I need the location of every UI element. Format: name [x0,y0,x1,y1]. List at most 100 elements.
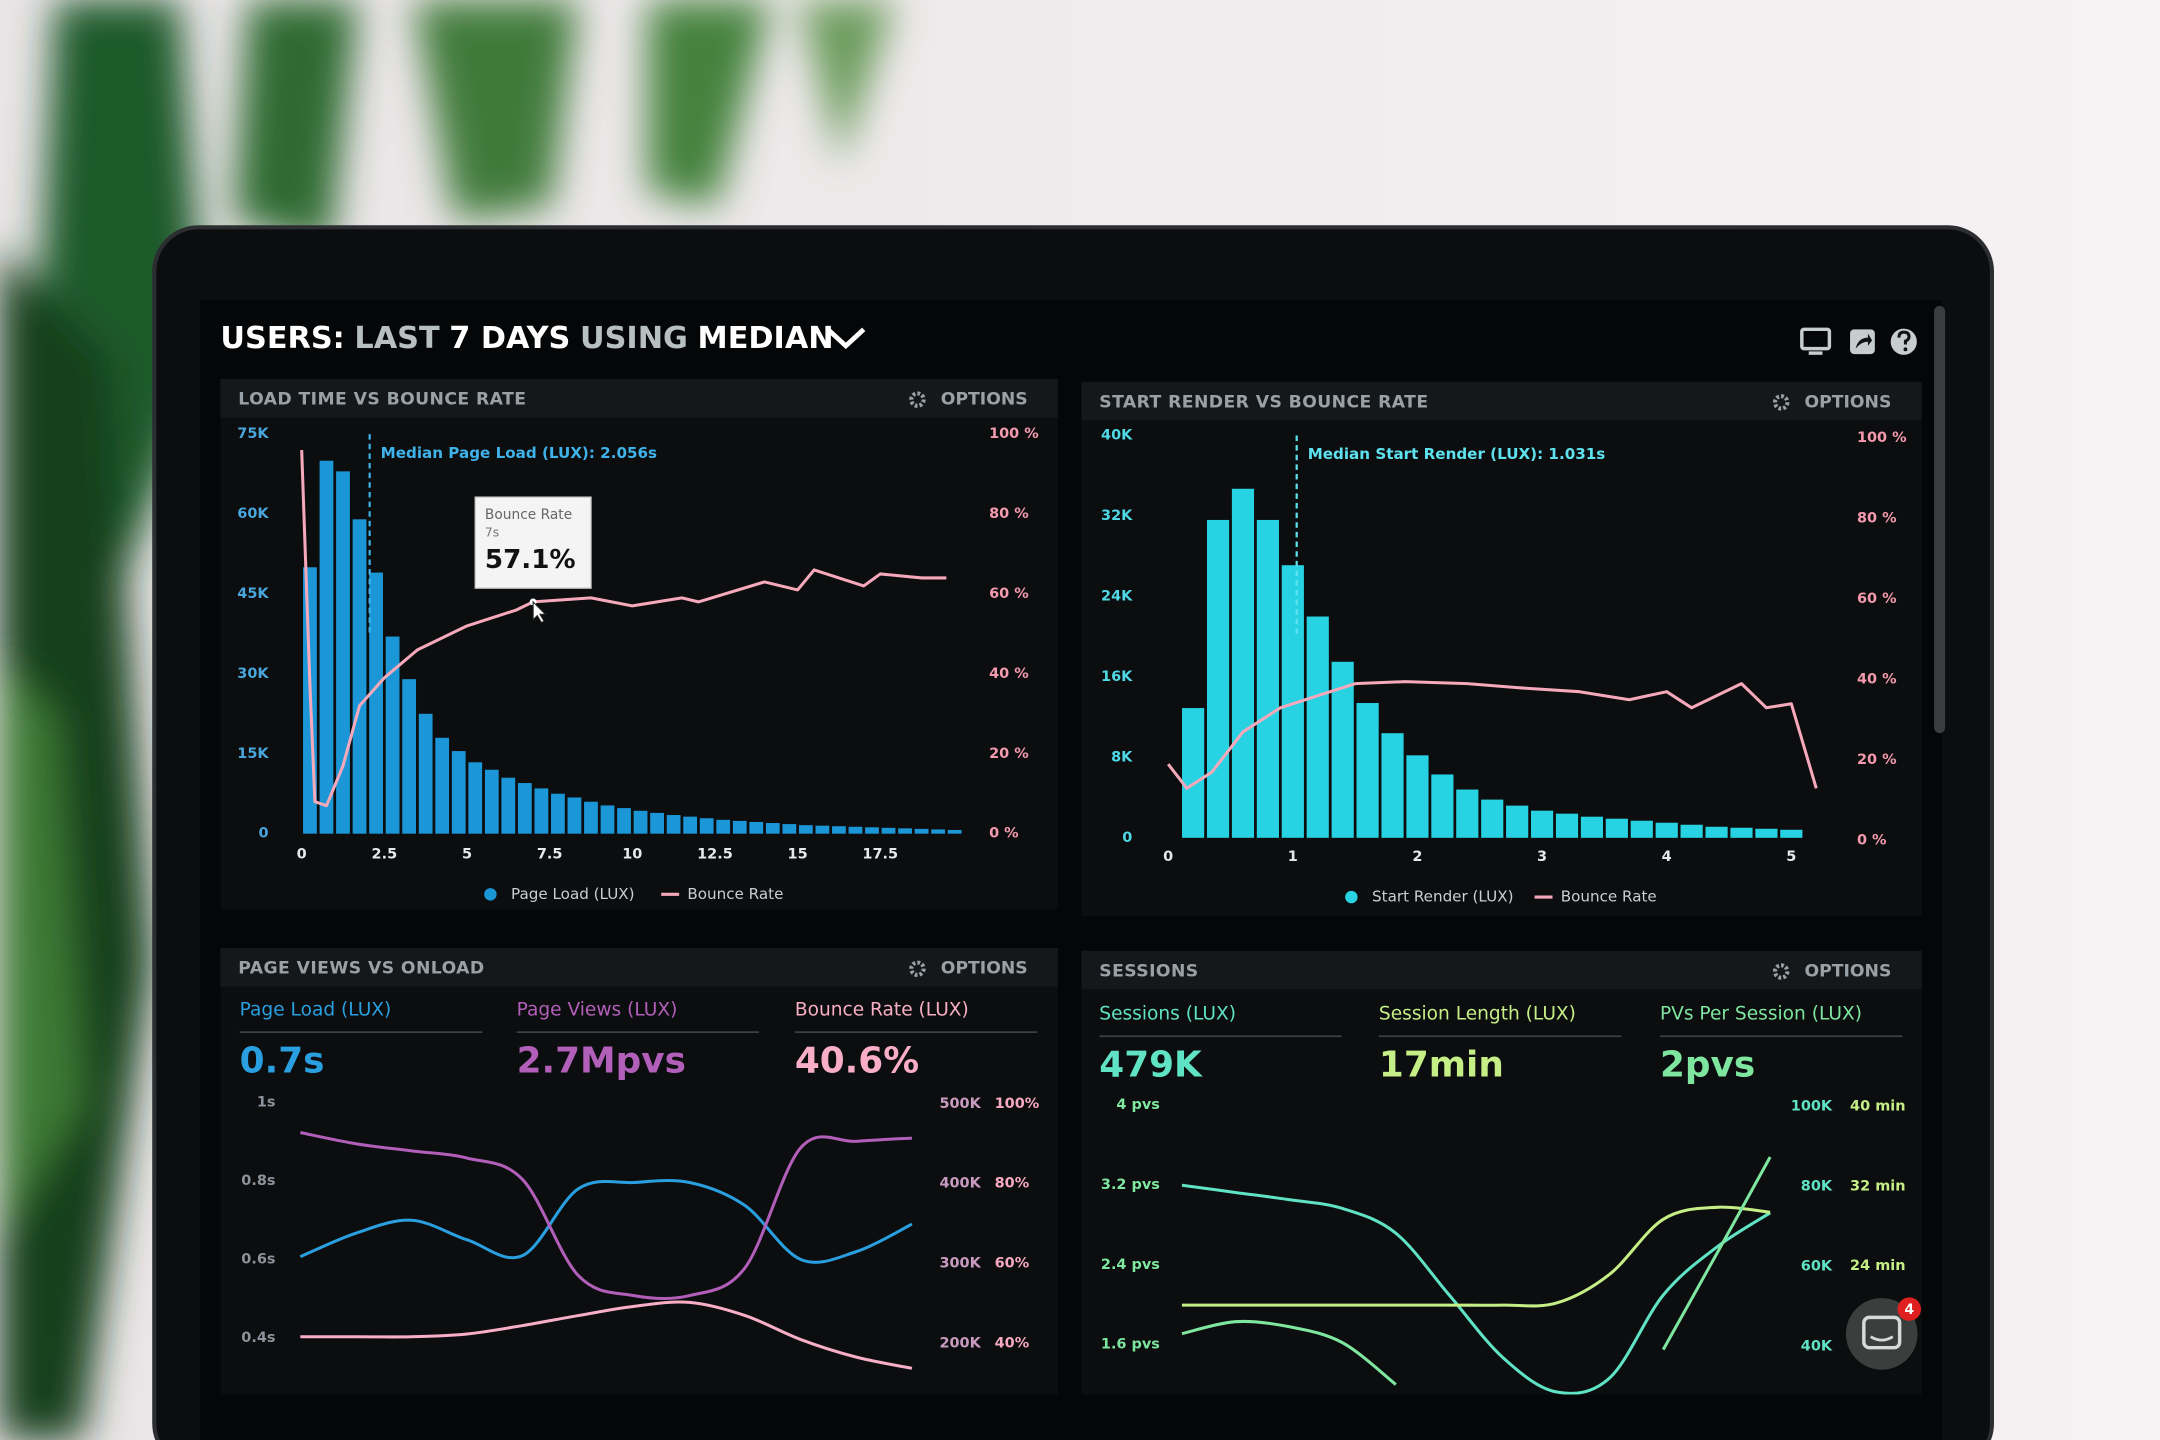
histogram-bar [1456,789,1479,838]
x-tick-label: 15 [788,846,808,862]
y2-tick-label: 60 % [1857,591,1897,607]
histogram-bar [699,818,714,834]
panel-header [1081,381,1922,421]
title-part: USING [580,320,688,355]
options-button[interactable]: OPTIONS [1805,392,1892,412]
chat-widget[interactable]: 4 [1845,1297,1921,1370]
series-line [1166,680,1818,790]
options-button[interactable]: OPTIONS [1805,961,1892,981]
histogram-bar [931,829,945,834]
panel-title: SESSIONS [1099,961,1198,981]
x-tick-label: 12.5 [697,846,733,862]
stat-value: 2pvs [1660,1045,1755,1086]
stat-value: 17min [1379,1045,1504,1086]
x-tick-label: 0 [297,846,307,862]
histogram-bar [468,762,483,834]
legend-marker [484,888,497,901]
histogram-bar [1256,519,1279,838]
y2-tick-label: 40K [1801,1338,1833,1354]
tooltip-value: 57.1% [485,545,576,575]
y3-tick-label: 60% [995,1256,1030,1272]
stat-label: Bounce Rate (LUX) [795,1000,969,1021]
y-tick-label: 60K [237,506,269,522]
y2-tick-label: 400K [939,1176,981,1192]
tooltip-title: Bounce Rate [485,507,572,523]
stat-label: Page Load (LUX) [240,1000,392,1021]
y2-tick-label: 500K [939,1096,981,1112]
panel-header [220,948,1058,987]
stat-value: 0.7s [240,1040,325,1081]
y-tick-label: 1.6 pvs [1101,1337,1160,1353]
histogram-bar [534,788,549,834]
histogram-bar [848,826,863,834]
y2-tick-label: 40 % [989,666,1029,682]
y2-tick-label: 100 % [989,426,1039,442]
stat-label: Page Views (LUX) [517,1000,678,1021]
histogram-bar [1406,755,1429,838]
x-tick-label: 0 [1163,849,1173,865]
y-tick-label: 40K [1101,427,1133,443]
options-button[interactable]: OPTIONS [941,959,1028,979]
dropdown-chevron[interactable] [826,327,866,350]
histogram-bar [1780,829,1803,838]
chat-button[interactable] [1845,1298,1918,1370]
display-icon-stand [1808,351,1823,355]
x-tick-label: 2 [1412,849,1422,865]
histogram-bar [451,751,466,834]
histogram-bar [1530,810,1554,838]
histogram-bar [1605,818,1628,838]
y-tick-label: 75K [237,426,269,442]
y-tick-label: 0.4s [241,1330,275,1346]
histogram-bar [418,713,433,834]
stat-label: Session Length (LUX) [1379,1004,1576,1025]
dashboard-title: USERS: LAST 7 DAYS USING MEDIAN [220,320,833,355]
y2-tick-label: 20 % [1857,752,1897,768]
histogram-bar [352,519,367,834]
histogram-bar [1506,805,1529,838]
legend-label: Start Render (LUX) [1372,888,1513,906]
x-tick-label: 5 [462,846,472,862]
panel-header [1081,950,1922,990]
histogram-bar [517,783,532,834]
x-tick-label: 7.5 [537,846,563,862]
y2-tick-label: 60K [1801,1258,1833,1274]
y2-tick-label: 100 % [1857,430,1907,446]
histogram-bar [1730,827,1753,838]
display-icon[interactable] [1800,327,1832,351]
histogram-bar [319,460,334,834]
scrollbar[interactable] [1934,305,1946,734]
y2-tick-label: 60 % [989,586,1029,602]
y-tick-label: 0 [259,826,269,842]
toolbar [1800,327,1917,355]
histogram-bar [765,823,780,834]
histogram-bar [815,825,830,834]
chat-icon-smile [1869,1335,1894,1342]
options-button[interactable]: OPTIONS [941,390,1028,410]
y3-tick-label: 40% [995,1336,1030,1352]
options-gear [1772,394,1790,411]
histogram-bar [385,636,400,834]
histogram-bar [881,827,896,834]
histogram-bar [1755,828,1778,838]
histogram-bar [1231,488,1255,838]
histogram-bar [551,793,565,834]
median-label: Median Page Load (LUX): 2.056s [381,444,657,462]
histogram-bar [898,828,912,834]
histogram-bar [914,828,929,834]
histogram-bar [1630,820,1653,838]
y3-tick-label: 80% [995,1176,1030,1192]
help-glyph [1897,330,1911,345]
stat-value: 479K [1099,1045,1203,1086]
series-line [299,1179,913,1264]
histogram-bar [435,737,450,834]
y2-tick-label: 20 % [989,746,1029,762]
chat-icon [1862,1315,1902,1350]
histogram-bar [1580,816,1604,838]
y-tick-label: 24K [1101,588,1133,604]
y2-tick-label: 40 % [1857,672,1897,688]
histogram-bar [1206,519,1230,838]
x-tick-label: 17.5 [862,846,898,862]
chat-badge [1897,1297,1921,1321]
